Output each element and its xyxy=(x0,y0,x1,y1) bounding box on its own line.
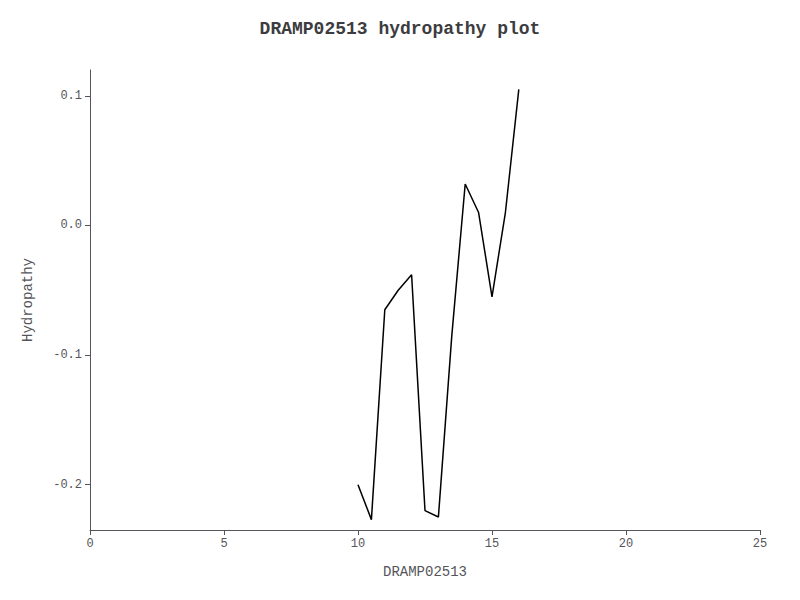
svg-text:0: 0 xyxy=(86,537,93,551)
svg-text:5: 5 xyxy=(220,537,227,551)
svg-text:Hydropathy: Hydropathy xyxy=(20,258,36,342)
svg-text:DRAMP02513: DRAMP02513 xyxy=(383,564,467,580)
svg-text:-0.2: -0.2 xyxy=(53,478,82,492)
svg-text:15: 15 xyxy=(485,537,499,551)
svg-text:DRAMP02513 hydropathy plot: DRAMP02513 hydropathy plot xyxy=(260,19,541,39)
svg-text:20: 20 xyxy=(619,537,633,551)
svg-text:10: 10 xyxy=(351,537,365,551)
svg-text:0.0: 0.0 xyxy=(60,218,82,232)
svg-text:0.1: 0.1 xyxy=(60,89,82,103)
svg-text:25: 25 xyxy=(753,537,767,551)
svg-text:-0.1: -0.1 xyxy=(53,348,82,362)
